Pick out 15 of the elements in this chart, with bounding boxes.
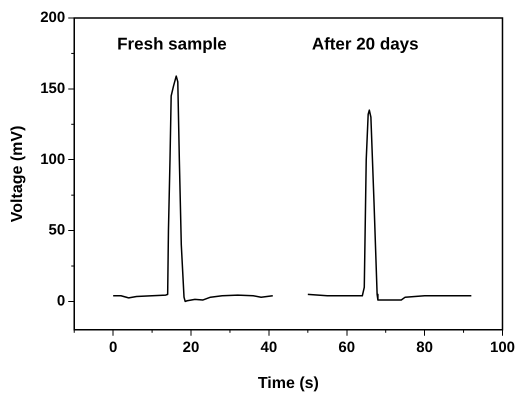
x-tick-label: 20 <box>182 338 200 356</box>
annotation: Fresh sample <box>117 34 227 54</box>
x-tick-label: 60 <box>338 338 356 356</box>
y-tick-label: 100 <box>40 150 66 168</box>
y-tick-label: 0 <box>56 292 66 310</box>
x-tick-label: 40 <box>260 338 278 356</box>
x-tick-label: 100 <box>490 338 515 356</box>
annotation: After 20 days <box>312 34 419 54</box>
y-tick-label: 150 <box>40 80 66 98</box>
x-tick-label: 0 <box>108 338 118 356</box>
y-tick-label: 50 <box>48 222 66 239</box>
x-axis-title: Time (s) <box>258 374 319 392</box>
y-tick-label: 200 <box>40 9 66 26</box>
y-axis-title: Voltage (mV) <box>9 126 26 222</box>
x-tick-label: 80 <box>416 338 433 356</box>
